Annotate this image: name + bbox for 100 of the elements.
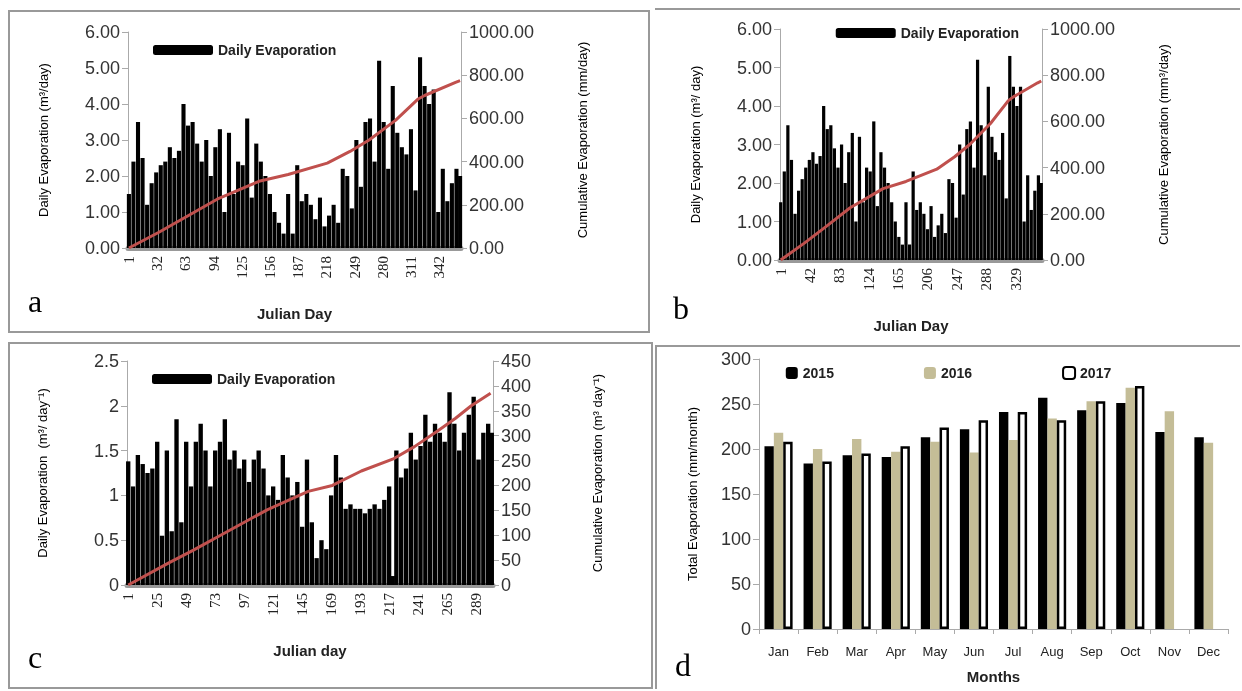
legend-label: Daily Evaporation: [900, 25, 1020, 41]
bar: [958, 144, 962, 260]
legend-label: Daily Evaporation: [218, 42, 337, 58]
y2-axis-title: Cumulative Evaporation (mm³/day): [1156, 44, 1171, 245]
y2-tick-label: 800.00: [469, 65, 525, 86]
bar: [367, 118, 373, 248]
text: c: [28, 639, 43, 675]
bar: [254, 143, 259, 248]
bar: [390, 86, 395, 248]
bar: [408, 432, 414, 585]
bar: [891, 451, 901, 629]
y2-tick-label: 400.00: [469, 151, 525, 172]
x-tick-label: 83: [831, 268, 848, 283]
x-tick-label: 145: [294, 593, 311, 616]
y-tick-label: 200: [720, 439, 751, 459]
x-tick-label: May: [922, 644, 948, 659]
x-tick-label: 288: [978, 268, 995, 291]
x-tick-label: 73: [207, 593, 224, 608]
bar: [1155, 431, 1165, 629]
x-tick-label: Aug: [1040, 644, 1064, 659]
bar: [333, 455, 339, 585]
x-tick-label: 265: [439, 593, 456, 616]
y-tick-label: 0.00: [84, 238, 120, 258]
x-tick-label: Dec: [1196, 644, 1221, 659]
legend-label: Daily Evaporation: [217, 371, 336, 387]
y-tick-label: 0: [740, 619, 751, 639]
bar: [1017, 412, 1028, 629]
y-tick-label: 2.00: [736, 173, 772, 193]
bar: [1018, 86, 1023, 260]
bar: [881, 457, 892, 629]
bar: [1203, 442, 1214, 629]
bar: [431, 89, 436, 248]
bar: [939, 427, 949, 629]
bar: [485, 423, 491, 585]
bar: [940, 213, 944, 260]
bar: [357, 508, 363, 585]
y-tick-label: 4.00: [84, 94, 120, 114]
bar: [969, 452, 979, 629]
x-tick-label: Jan: [768, 644, 790, 659]
bar: [998, 412, 1009, 629]
bar: [394, 450, 399, 585]
bar: [852, 439, 862, 629]
y2-tick-label: 1000.00: [469, 22, 535, 42]
bar: [1056, 420, 1067, 629]
y-tick-label: 3.00: [736, 134, 772, 155]
bar: [432, 423, 438, 585]
bar: [920, 437, 931, 629]
y-tick-label: 1.00: [736, 211, 772, 232]
line-series: [126, 391, 493, 587]
x-tick-label: Jun: [963, 644, 985, 659]
y-tick-label: 2: [108, 395, 119, 416]
bar: [226, 132, 232, 248]
bar: [1164, 411, 1175, 629]
x-tick-label: 49: [178, 593, 195, 608]
bar: [317, 197, 323, 248]
bar: [904, 202, 908, 260]
bar: [929, 206, 933, 260]
bar: [286, 194, 291, 248]
y2-tick-label: 50: [501, 550, 522, 571]
x-tick-label: 342: [431, 256, 448, 279]
y2-axis-title: Cumulative Evaporation (mm/day): [575, 41, 590, 239]
bar: [1086, 401, 1096, 629]
bar: [340, 168, 345, 248]
y2-tick-label: 450: [501, 351, 532, 371]
legend-label: 2016: [940, 365, 973, 381]
y-tick-label: 2.5: [93, 351, 119, 371]
bar: [786, 125, 790, 260]
bar: [1038, 397, 1048, 629]
bar: [1095, 401, 1106, 629]
y2-tick-label: 800.00: [1050, 65, 1106, 86]
bar: [879, 152, 883, 260]
y2-tick-label: 600.00: [1050, 111, 1106, 132]
text: d: [675, 647, 691, 683]
x-tick-label: 32: [149, 256, 166, 271]
y2-tick-label: 0.00: [1050, 250, 1086, 270]
bar: [1194, 437, 1204, 629]
y-tick-label: 0: [108, 575, 119, 595]
y-tick-label: 6.00: [736, 19, 772, 39]
y2-tick-label: 600.00: [469, 108, 525, 129]
y2-tick-label: 350: [501, 400, 532, 421]
bar: [440, 168, 445, 248]
bar: [1008, 440, 1018, 629]
x-tick-label: 97: [236, 592, 253, 608]
bar: [1036, 175, 1041, 260]
x-tick-label: 218: [318, 256, 335, 279]
y-tick-label: 150: [720, 484, 751, 504]
bar: [408, 129, 414, 248]
x-tick-label: Jul: [1004, 644, 1022, 659]
x-tick-label: 206: [919, 267, 936, 291]
x-tick-label: Feb: [806, 644, 829, 659]
x-tick-label: 121: [265, 593, 282, 616]
y-tick-label: 4.00: [736, 96, 772, 116]
bar: [245, 118, 250, 248]
y-tick-label: 50: [730, 574, 751, 594]
x-tick-label: 42: [802, 268, 819, 283]
y-tick-label: 5.00: [84, 58, 120, 78]
x-tick-label: 289: [468, 593, 485, 616]
bar: [1026, 175, 1030, 260]
bar: [454, 168, 459, 248]
bar: [773, 432, 784, 629]
